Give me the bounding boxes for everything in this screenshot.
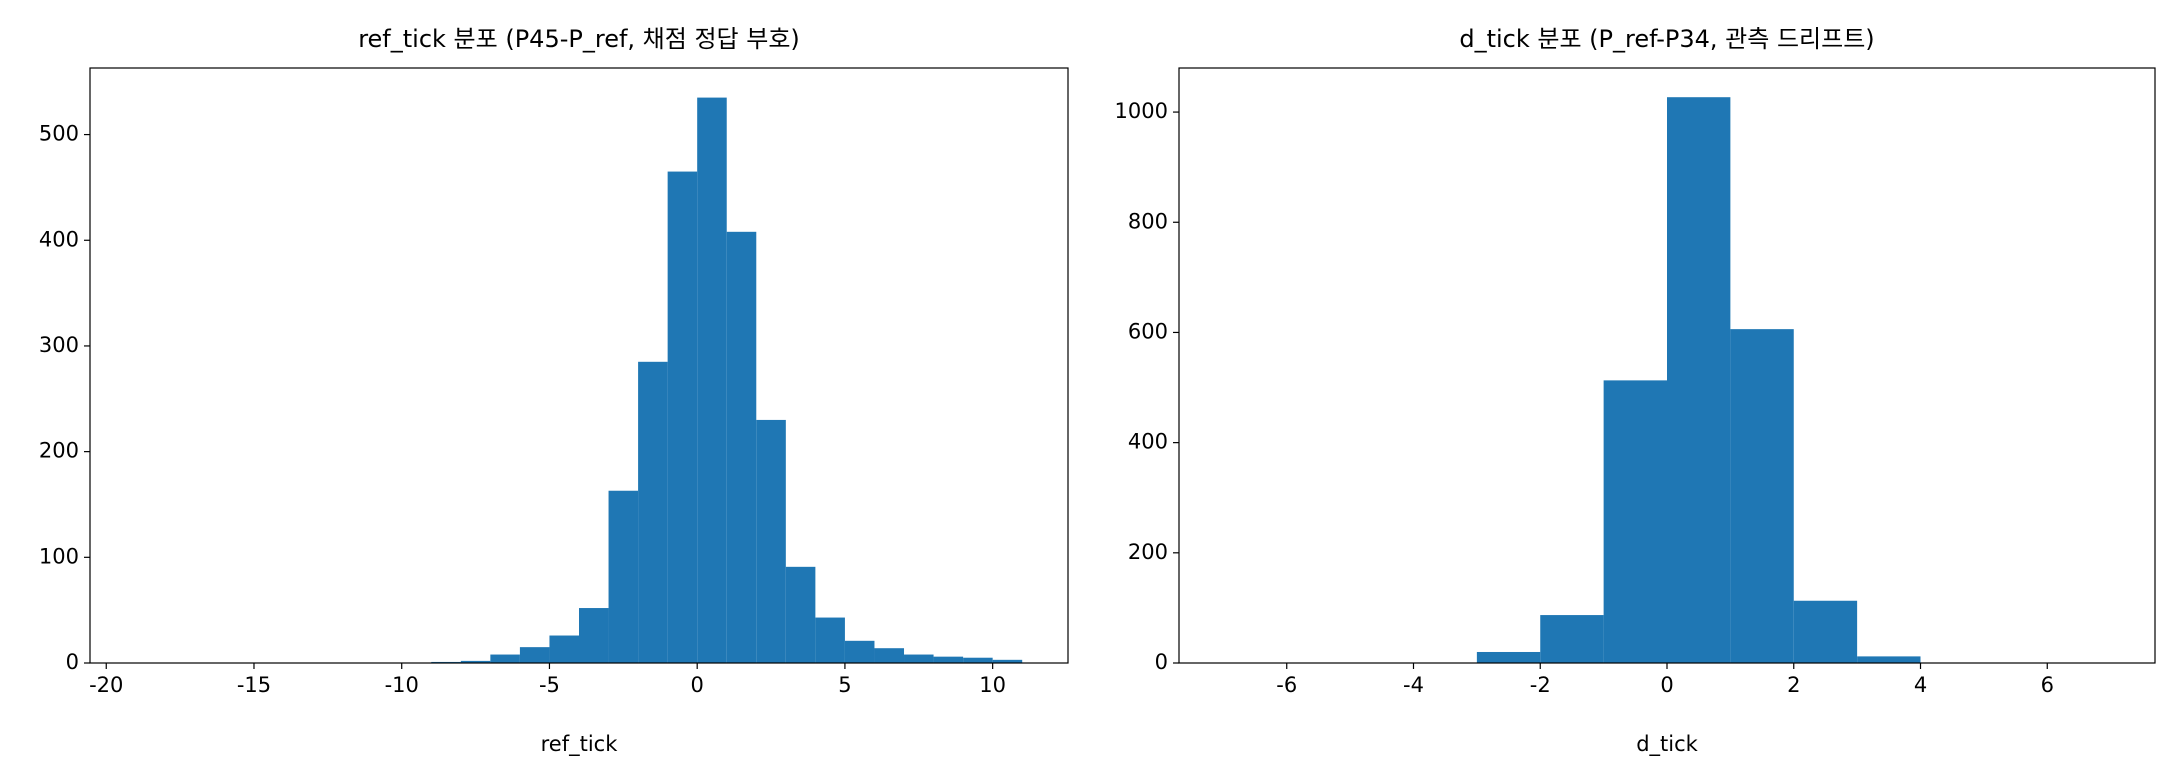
y-tick-label: 0 <box>66 650 79 674</box>
x-axis-label: ref_tick <box>541 732 619 757</box>
bar <box>785 566 816 663</box>
x-tick-label: -10 <box>385 673 419 697</box>
bar <box>697 97 727 663</box>
x-axis-label: d_tick <box>1636 732 1698 757</box>
bar <box>579 608 609 663</box>
bar <box>1857 656 1921 663</box>
chart-title: ref_tick 분포 (P45-P_ref, 채점 정답 부호) <box>358 25 800 53</box>
y-tick-label: 800 <box>1128 209 1168 233</box>
y-tick-label: 0 <box>1155 650 1168 674</box>
y-tick-label: 400 <box>39 227 79 251</box>
y-tick-label: 200 <box>39 439 79 463</box>
bar <box>490 654 520 663</box>
bar <box>963 657 993 663</box>
x-tick-label: -15 <box>237 673 271 697</box>
y-tick-label: 500 <box>39 122 79 146</box>
bar <box>1603 380 1667 663</box>
y-tick-label: 200 <box>1128 540 1168 564</box>
bar <box>815 617 845 663</box>
bar <box>726 231 757 664</box>
bar <box>1476 651 1541 663</box>
x-tick-label: -2 <box>1530 673 1551 697</box>
y-tick-label: 300 <box>39 333 79 357</box>
bar <box>667 171 698 663</box>
bar <box>1793 600 1858 663</box>
chart-title: d_tick 분포 (P_ref-P34, 관측 드리프트) <box>1459 25 1874 53</box>
y-tick-label: 400 <box>1128 430 1168 454</box>
x-tick-label: 5 <box>838 673 851 697</box>
bar <box>1730 329 1794 663</box>
x-tick-label: 0 <box>1660 673 1673 697</box>
bar <box>844 640 875 663</box>
bar <box>1667 97 1731 663</box>
bar <box>519 647 550 663</box>
bar <box>549 635 579 663</box>
y-tick-label: 600 <box>1128 319 1168 343</box>
bar <box>933 656 964 663</box>
bar <box>756 419 786 663</box>
x-tick-label: 2 <box>1787 673 1800 697</box>
x-tick-label: -6 <box>1276 673 1297 697</box>
bar <box>992 659 1023 663</box>
bar <box>638 361 668 663</box>
bar <box>1540 615 1604 663</box>
x-tick-label: -4 <box>1403 673 1424 697</box>
bar <box>904 654 934 663</box>
x-tick-label: 10 <box>979 673 1006 697</box>
axes-frame <box>89 67 1069 664</box>
x-tick-label: 0 <box>690 673 703 697</box>
y-tick-label: 100 <box>39 544 79 568</box>
x-tick-label: -5 <box>539 673 560 697</box>
x-tick-label: 6 <box>2041 673 2054 697</box>
bar <box>608 490 639 663</box>
bar <box>874 648 905 663</box>
bar <box>460 660 491 663</box>
y-tick-label: 1000 <box>1115 99 1168 123</box>
x-tick-label: 4 <box>1914 673 1927 697</box>
x-tick-label: -20 <box>89 673 123 697</box>
